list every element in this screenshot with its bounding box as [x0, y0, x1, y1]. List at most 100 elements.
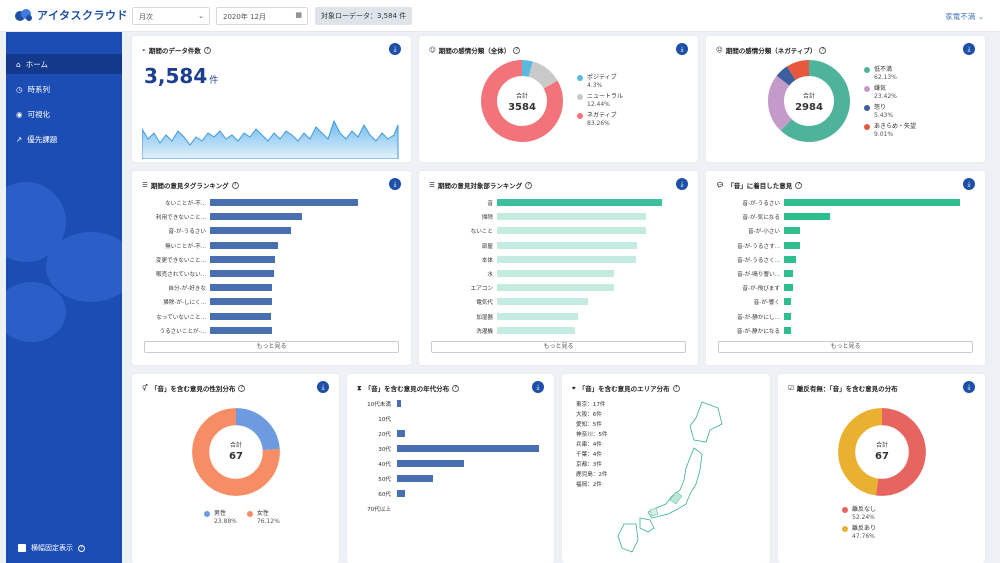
checkbox[interactable] [18, 544, 26, 552]
map-region-hokkaido [689, 401, 723, 443]
age-bar[interactable] [397, 445, 539, 452]
rank-bar[interactable] [784, 199, 960, 206]
map-region-shikoku [639, 517, 655, 533]
download-button[interactable]: ⤓ [389, 178, 401, 190]
rank-bar[interactable] [784, 270, 793, 277]
card-title: ⌖ 「音」を含む意見のエリア分布? [572, 383, 680, 393]
card-title: ⌁ 期間のデータ件数? [142, 45, 211, 55]
rank-bar[interactable] [784, 284, 793, 292]
rank-bar[interactable] [784, 298, 792, 306]
more-button[interactable]: もっと見る [718, 341, 973, 353]
rank-label: 部屋 [481, 243, 493, 250]
app-logo[interactable]: アイタスクラウド [14, 7, 128, 23]
card-violation: ☑ 離反有無：「音」を含む意見の分布 ⤓ 合計 67 離反なし 52.24% 離反あり 4… [778, 374, 985, 563]
rank-bar[interactable] [784, 255, 797, 263]
legend-dot [842, 526, 848, 532]
rank-label: 音-が-静かにし... [737, 314, 780, 321]
age-bar[interactable] [397, 460, 464, 467]
rank-bar[interactable] [497, 326, 575, 334]
rank-bar[interactable] [210, 213, 302, 221]
legend-item: ポジティブ 4.3% [577, 74, 623, 90]
age-bar[interactable] [397, 490, 406, 497]
legend-pct: 62.13% [874, 74, 897, 81]
rank-label: 掃除 [481, 215, 493, 222]
rank-bar[interactable] [784, 241, 800, 249]
download-button[interactable]: ⤓ [317, 381, 329, 393]
more-button[interactable]: もっと見る [431, 341, 686, 353]
legend-dot [842, 507, 848, 513]
rank-bar[interactable] [210, 298, 273, 306]
rank-label: 音-が-飛びます [742, 286, 780, 293]
rank-bar[interactable] [210, 312, 271, 320]
fixed-width-toggle[interactable]: 横幅固定表示? [18, 543, 85, 553]
download-button[interactable]: ⤓ [963, 178, 975, 190]
download-button[interactable]: ⤓ [676, 43, 688, 55]
rank-bar[interactable] [784, 326, 792, 334]
map-region-honshu [647, 447, 703, 519]
sidebar-item-priority[interactable]: ↗ 優先課題 [6, 129, 122, 149]
card-title-text: 「音」に着目した意見 [727, 182, 793, 190]
rank-bar[interactable] [784, 213, 830, 221]
rank-bar[interactable] [497, 312, 578, 320]
cloud-logo-icon [15, 9, 32, 21]
legend-item: ニュートラル 12.44% [577, 93, 623, 109]
rank-bar[interactable] [210, 199, 358, 206]
category-select[interactable]: 家電不満 ⌄ [945, 11, 984, 22]
card-gender: ⚥ 「音」を含む意見の性別分布? ⤓ 合計 67 男性 23.88% 女性 76.12% [132, 374, 339, 563]
legend-item: 低不満 62.13% [864, 66, 916, 82]
rank-bar[interactable] [497, 270, 615, 277]
legend-pct: 23.42% [874, 93, 897, 100]
rank-label: 変更できないこと... [155, 257, 206, 264]
donut-center-value: 3584 [508, 102, 536, 113]
fixed-width-label: 横幅固定表示 [31, 544, 73, 552]
count-unit: 件 [209, 76, 219, 86]
rank-bar[interactable] [497, 241, 638, 249]
list-icon: ☰ [429, 181, 435, 189]
rank-bar[interactable] [497, 255, 636, 263]
period-select[interactable]: 月次 ⌄ [132, 7, 210, 25]
rank-bar[interactable] [497, 284, 615, 292]
rank-bar[interactable] [210, 227, 292, 235]
rank-bar[interactable] [210, 241, 279, 249]
age-bar[interactable] [397, 475, 433, 482]
month-select[interactable]: 2020年 12月 ▦ [216, 7, 308, 25]
sidebar-item-timeseries[interactable]: ◷ 時系列 [6, 79, 122, 99]
more-button[interactable]: もっと見る [144, 341, 399, 353]
rank-bar[interactable] [497, 298, 588, 306]
rank-bar[interactable] [497, 199, 662, 206]
rank-bar[interactable] [210, 255, 276, 263]
category-select-value: 家電不満 [945, 12, 976, 21]
donut-slice [192, 408, 280, 496]
donut-center-label: 合計 [802, 93, 815, 100]
rank-bar[interactable] [210, 270, 274, 277]
rank-bar[interactable] [784, 312, 792, 320]
donut-slice [768, 75, 793, 131]
donut-chart [481, 60, 563, 142]
download-button[interactable]: ⤓ [963, 381, 975, 393]
rank-bar[interactable] [210, 326, 273, 334]
rank-bar[interactable] [784, 227, 800, 235]
donut-chart [838, 408, 926, 496]
donut-slice [521, 60, 533, 77]
rank-bar[interactable] [497, 213, 646, 221]
age-label: 10代未満 [367, 402, 391, 408]
sidebar-item-label: ホーム [25, 59, 49, 69]
download-button[interactable]: ⤓ [676, 178, 688, 190]
trend-icon: ↗ [16, 134, 23, 144]
legend-name: 怒り [874, 104, 887, 111]
card-age: ⧗ 「音」を含む意見の年代分布? ⤓ 10代未満 10代 20代 30代 40代 50代 60… [347, 374, 554, 563]
legend-name: あきらめ・失望 [874, 123, 917, 130]
rank-bar[interactable] [497, 227, 646, 235]
donut-center: 合計 67 [206, 440, 266, 462]
sidebar-item-visualize[interactable]: ◉ 可視化 [6, 104, 122, 124]
logo-text: アイタスクラウド [37, 9, 129, 22]
download-button[interactable]: ⤓ [963, 43, 975, 55]
sidebar-item-home[interactable]: ⌂ ホーム [6, 54, 122, 74]
age-bar[interactable] [397, 430, 406, 437]
rank-bar[interactable] [210, 284, 273, 292]
age-bar[interactable] [397, 400, 402, 407]
rank-label: 洗濯機 [476, 328, 493, 335]
download-button[interactable]: ⤓ [532, 381, 544, 393]
legend-item: 女性 76.12% [246, 510, 280, 526]
download-button[interactable]: ⤓ [389, 43, 401, 55]
